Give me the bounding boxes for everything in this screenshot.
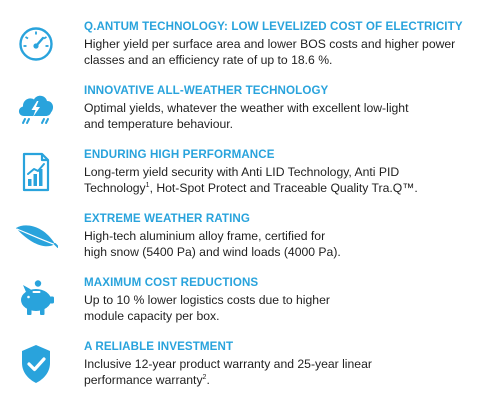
feature-title: Q.ANTUM TECHNOLOGY: LOW LEVELIZED COST O… <box>84 20 463 33</box>
feature-description-line: performance warranty2. <box>84 372 484 388</box>
feature-description: Up to 10 % lower logistics costs due to … <box>84 292 484 324</box>
feature-item-all-weather: INNOVATIVE ALL-WEATHER TECHNOLOGY Optima… <box>0 84 490 144</box>
weather-cloud-icon <box>14 84 58 128</box>
feature-description-text: . <box>206 373 210 387</box>
feather-icon <box>14 214 58 258</box>
feature-text: Q.ANTUM TECHNOLOGY: LOW LEVELIZED COST O… <box>84 20 484 68</box>
feature-item-cost-reductions: MAXIMUM COST REDUCTIONS Up to 10 % lower… <box>0 276 490 336</box>
shield-check-icon <box>14 342 58 386</box>
feature-description-line: classes and an efficiency rate of up to … <box>84 53 333 67</box>
speedometer-icon <box>14 22 58 66</box>
feature-description-line: High-tech aluminium alloy frame, certifi… <box>84 229 326 243</box>
feature-description-line: Inclusive 12-year product warranty and 2… <box>84 357 372 371</box>
feature-description-text: Technology <box>84 181 146 195</box>
feature-description-line: Long-term yield security with Anti LID T… <box>84 165 400 179</box>
feature-title: MAXIMUM COST REDUCTIONS <box>84 276 259 289</box>
feature-text: MAXIMUM COST REDUCTIONS Up to 10 % lower… <box>84 276 484 324</box>
feature-description: Optimal yields, whatever the weather wit… <box>84 100 484 132</box>
feature-description-text: , Hot-Spot Protect and Traceable Quality… <box>149 181 418 195</box>
feature-description-line: module capacity per box. <box>84 309 220 323</box>
feature-text: EXTREME WEATHER RATING High-tech alumini… <box>84 212 484 260</box>
feature-description-line: Optimal yields, whatever the weather wit… <box>84 101 409 115</box>
feature-item-qantum: Q.ANTUM TECHNOLOGY: LOW LEVELIZED COST O… <box>0 20 490 80</box>
feature-description: Higher yield per surface area and lower … <box>84 36 484 68</box>
piggy-bank-icon <box>14 278 58 322</box>
feature-item-reliable-investment: A RELIABLE INVESTMENT Inclusive 12-year … <box>0 340 490 400</box>
feature-description-line: high snow (5400 Pa) and wind loads (4000… <box>84 245 341 259</box>
feature-description-line: Up to 10 % lower logistics costs due to … <box>84 293 330 307</box>
feature-description: Long-term yield security with Anti LID T… <box>84 164 484 196</box>
feature-item-high-performance: ENDURING HIGH PERFORMANCE Long-term yiel… <box>0 148 490 208</box>
feature-description: High-tech aluminium alloy frame, certifi… <box>84 228 484 260</box>
feature-description-line: Higher yield per surface area and lower … <box>84 37 456 51</box>
feature-text: ENDURING HIGH PERFORMANCE Long-term yiel… <box>84 148 484 196</box>
footnote-marker: 1 <box>145 181 150 189</box>
feature-text: INNOVATIVE ALL-WEATHER TECHNOLOGY Optima… <box>84 84 484 132</box>
feature-text: A RELIABLE INVESTMENT Inclusive 12-year … <box>84 340 484 388</box>
footnote-marker: 2 <box>202 373 207 381</box>
feature-description: Inclusive 12-year product warranty and 2… <box>84 356 484 388</box>
feature-title: EXTREME WEATHER RATING <box>84 212 251 225</box>
feature-title: A RELIABLE INVESTMENT <box>84 340 234 353</box>
feature-description-text: performance warranty <box>84 373 203 387</box>
feature-description-line: Technology1, Hot-Spot Protect and Tracea… <box>84 180 484 196</box>
feature-title: ENDURING HIGH PERFORMANCE <box>84 148 275 161</box>
performance-chart-icon <box>14 150 58 194</box>
feature-description-line: and temperature behaviour. <box>84 117 234 131</box>
feature-item-extreme-weather: EXTREME WEATHER RATING High-tech alumini… <box>0 212 490 272</box>
feature-title: INNOVATIVE ALL-WEATHER TECHNOLOGY <box>84 84 329 97</box>
